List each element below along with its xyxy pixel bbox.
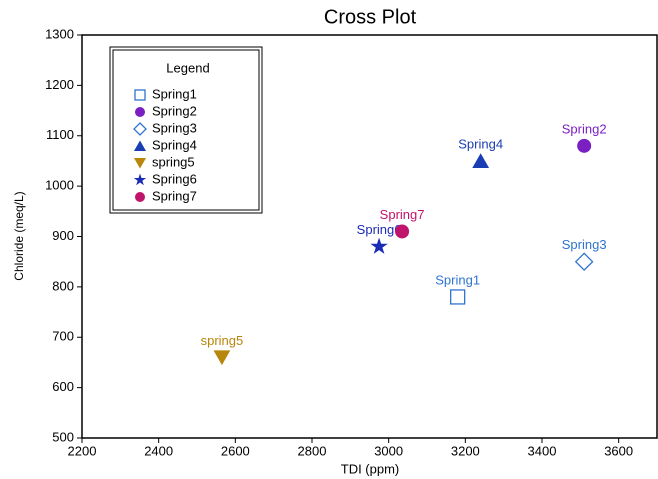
x-tick-label: 3200 (451, 443, 480, 458)
legend-box-inner (112, 49, 260, 211)
x-tick-label: 3600 (604, 443, 633, 458)
point-label: spring5 (201, 333, 244, 348)
x-tick-label: 2400 (144, 443, 173, 458)
legend-title: Legend (166, 60, 209, 75)
x-tick-label: 2200 (68, 443, 97, 458)
legend-label: Spring7 (152, 188, 197, 203)
y-tick-label: 500 (52, 429, 74, 444)
y-tick-label: 600 (52, 379, 74, 394)
point-label: Spring3 (562, 237, 607, 252)
marker (370, 237, 388, 254)
marker (450, 289, 466, 305)
marker (134, 158, 146, 169)
legend-label: Spring3 (152, 120, 197, 135)
y-axis-label: Chloride (meq/L) (12, 191, 26, 280)
y-tick-label: 1200 (45, 77, 74, 92)
legend-label: Spring2 (152, 103, 197, 118)
point-label: Spring2 (562, 121, 607, 136)
marker (574, 252, 594, 272)
point-label: Spring4 (458, 136, 503, 151)
point-label: Spring6 (357, 222, 402, 237)
marker (213, 350, 231, 366)
x-tick-label: 3000 (374, 443, 403, 458)
marker (135, 107, 145, 117)
y-tick-label: 800 (52, 278, 74, 293)
legend-label: spring5 (152, 154, 195, 169)
marker (134, 140, 146, 151)
chart-title: Cross Plot (324, 6, 417, 28)
legend-label: Spring4 (152, 137, 197, 152)
point-label: Spring1 (435, 272, 480, 287)
point-label: Spring7 (380, 207, 425, 222)
marker (133, 173, 147, 186)
marker (134, 89, 146, 101)
y-tick-label: 1300 (45, 26, 74, 41)
marker (577, 138, 592, 153)
legend-label: Spring6 (152, 171, 197, 186)
legend-label: Spring1 (152, 86, 197, 101)
y-tick-label: 900 (52, 228, 74, 243)
marker (135, 192, 145, 202)
y-tick-label: 1100 (46, 127, 74, 142)
x-tick-label: 2800 (298, 443, 327, 458)
y-tick-label: 1000 (45, 178, 74, 193)
x-axis-label: TDI (ppm) (341, 461, 400, 476)
y-tick-label: 700 (52, 329, 74, 344)
x-tick-label: 3400 (528, 443, 557, 458)
marker (472, 153, 490, 168)
x-tick-label: 2600 (221, 443, 250, 458)
marker (133, 122, 147, 136)
marker (395, 224, 410, 239)
